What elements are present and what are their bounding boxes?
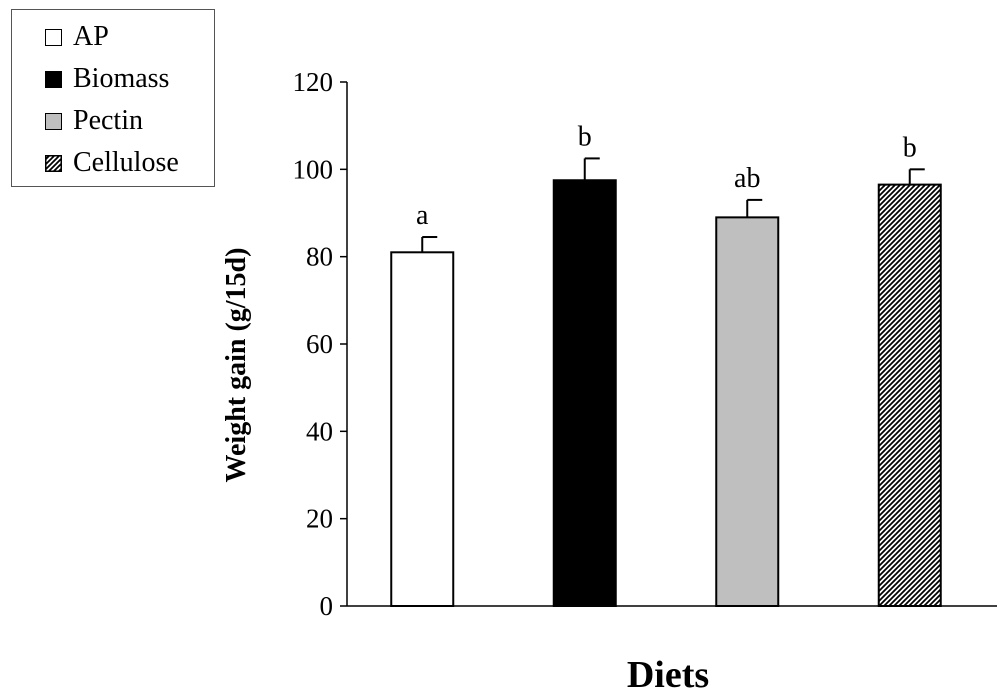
bar-pectin [715, 216, 780, 607]
axes: 0 20 40 60 80 100 120 [293, 67, 997, 621]
legend-swatch-pectin [45, 112, 62, 130]
y-tick-label: 40 [306, 416, 333, 446]
y-axis-title: Weight gain (g/15d) [221, 247, 252, 483]
legend-item-ap: AP [45, 21, 109, 52]
y-tick-label: 80 [306, 242, 333, 272]
bar-ap [390, 251, 455, 608]
significance-label-biomass: b [578, 121, 592, 152]
legend-item-cellulose: Cellulose [45, 147, 179, 178]
y-tick-label: 100 [293, 154, 334, 184]
significance-label-ap: a [416, 200, 429, 231]
y-tick-label: 60 [306, 329, 333, 359]
legend: AP Biomass Pectin Cellulose [11, 9, 215, 187]
y-tick-label: 120 [293, 67, 334, 97]
legend-item-biomass: Biomass [45, 63, 170, 94]
y-tick-label: 20 [306, 504, 333, 534]
significance-label-pectin: ab [734, 163, 760, 194]
legend-label-cellulose: Cellulose [73, 147, 179, 178]
x-axis-title: Diets [626, 654, 710, 696]
bar-biomass [552, 179, 617, 607]
legend-label-ap: AP [73, 21, 109, 52]
legend-item-pectin: Pectin [45, 105, 143, 136]
significance-label-cellulose: b [903, 132, 917, 163]
legend-label-pectin: Pectin [73, 105, 143, 136]
bar-cellulose [877, 183, 942, 607]
legend-label-biomass: Biomass [73, 63, 170, 94]
legend-swatch-ap [45, 28, 62, 46]
bars [390, 157, 942, 608]
y-tick-label: 0 [320, 591, 334, 621]
legend-swatch-cellulose [45, 154, 62, 172]
legend-swatch-biomass [45, 70, 62, 88]
